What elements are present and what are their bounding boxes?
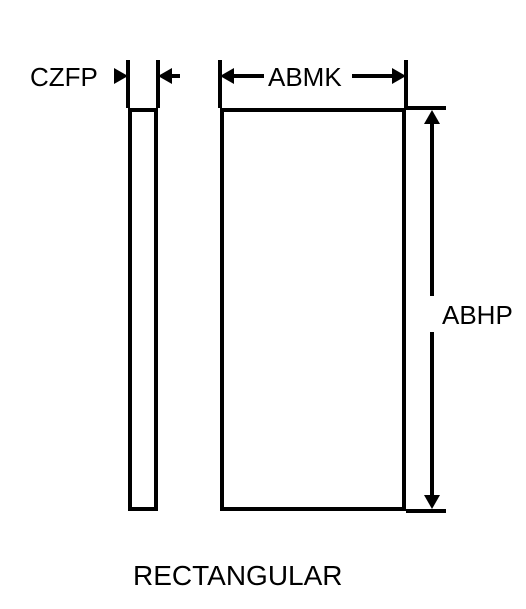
abmk-line-right [352, 74, 392, 78]
abhp-label: ABHP [442, 300, 513, 331]
abhp-top-arrowhead [424, 110, 440, 124]
czfp-left-tick [126, 60, 130, 108]
czfp-right-tick [156, 60, 160, 108]
abmk-line-left [234, 74, 264, 78]
abhp-line-upper [430, 124, 434, 296]
abmk-right-tick [404, 60, 408, 108]
wide-rectangle [220, 108, 406, 511]
czfp-right-tail [172, 74, 180, 78]
abmk-label: ABMK [268, 62, 342, 93]
abhp-bottom-arrowhead [424, 495, 440, 509]
thin-rectangle [128, 108, 158, 511]
abmk-left-arrowhead [220, 68, 234, 84]
abhp-line-lower [430, 332, 434, 497]
diagram-container: CZFP ABMK ABHP RECTANGULAR [0, 0, 526, 609]
abhp-bottom-tick [406, 509, 446, 513]
diagram-title: RECTANGULAR [133, 560, 343, 592]
abmk-left-tick [218, 60, 222, 108]
czfp-label: CZFP [30, 62, 98, 93]
czfp-right-arrowhead [158, 68, 172, 84]
